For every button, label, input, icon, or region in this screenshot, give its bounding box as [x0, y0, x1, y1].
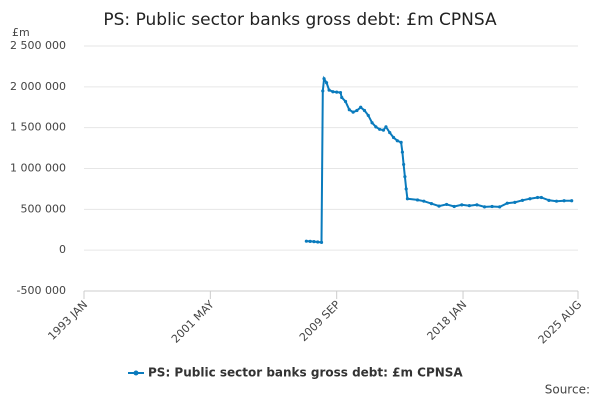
point: [338, 90, 343, 95]
point: [482, 205, 487, 209]
y-unit: £m: [12, 26, 30, 39]
point: [422, 199, 426, 203]
legend-label: PS: Public sector banks gross debt: £m C…: [148, 366, 463, 380]
point: [528, 197, 532, 201]
point: [355, 108, 359, 113]
point: [467, 204, 471, 208]
point: [384, 125, 388, 129]
chart-title: PS: Public sector banks gross debt: £m C…: [103, 10, 497, 30]
point: [452, 204, 456, 209]
x-tick-label: 2025 AUG: [536, 298, 585, 347]
point: [366, 113, 370, 118]
point: [445, 202, 449, 207]
point: [520, 198, 525, 202]
point: [335, 90, 339, 94]
point: [535, 195, 540, 200]
point: [381, 128, 386, 132]
point: [362, 108, 367, 113]
point: [316, 240, 320, 244]
point: [321, 89, 325, 93]
point: [359, 105, 363, 109]
point: [331, 90, 335, 94]
point: [404, 187, 408, 191]
point: [322, 77, 326, 81]
point: [475, 203, 479, 207]
x-tick-label: 1993 JAN: [45, 298, 90, 343]
y-tick-label: 1 000 000: [10, 162, 66, 175]
legend-marker: [133, 370, 139, 376]
point: [415, 198, 420, 202]
y-tick-label: 1 500 000: [10, 121, 66, 134]
point: [304, 239, 308, 243]
point: [395, 139, 399, 143]
x-tick-label: 2009 SEP: [297, 298, 343, 344]
point: [400, 150, 404, 154]
point: [402, 162, 406, 167]
point: [505, 201, 509, 205]
point: [490, 204, 494, 209]
point: [403, 175, 407, 179]
point: [312, 239, 316, 244]
y-tick-label: 2 500 000: [10, 39, 66, 52]
point: [388, 130, 392, 135]
point: [562, 199, 566, 203]
source: Source:: [545, 383, 590, 397]
point: [460, 203, 464, 207]
point: [308, 239, 312, 243]
point: [343, 99, 348, 104]
point: [498, 205, 502, 209]
point: [547, 198, 551, 202]
series-line: [306, 75, 572, 244]
point: [399, 140, 403, 144]
point: [391, 135, 396, 140]
point: [429, 202, 434, 206]
point: [319, 240, 324, 245]
point: [554, 199, 559, 203]
point: [405, 197, 410, 201]
point: [437, 204, 441, 208]
x-tick-label: 2018 JAN: [425, 298, 470, 343]
y-tick-label: 2 000 000: [10, 80, 66, 93]
point: [347, 108, 351, 112]
x-tick-label: 2001 MAY: [169, 298, 217, 346]
point: [374, 125, 378, 129]
point: [378, 127, 382, 131]
y-tick-label: 0: [59, 243, 66, 256]
point: [370, 121, 374, 125]
point: [324, 81, 329, 85]
point: [340, 95, 344, 100]
point: [513, 200, 517, 204]
point: [570, 199, 574, 203]
point: [539, 195, 543, 200]
y-tick-label: -500 000: [17, 284, 66, 297]
point: [327, 88, 331, 92]
y-tick-label: 500 000: [21, 202, 67, 215]
point: [351, 110, 355, 114]
